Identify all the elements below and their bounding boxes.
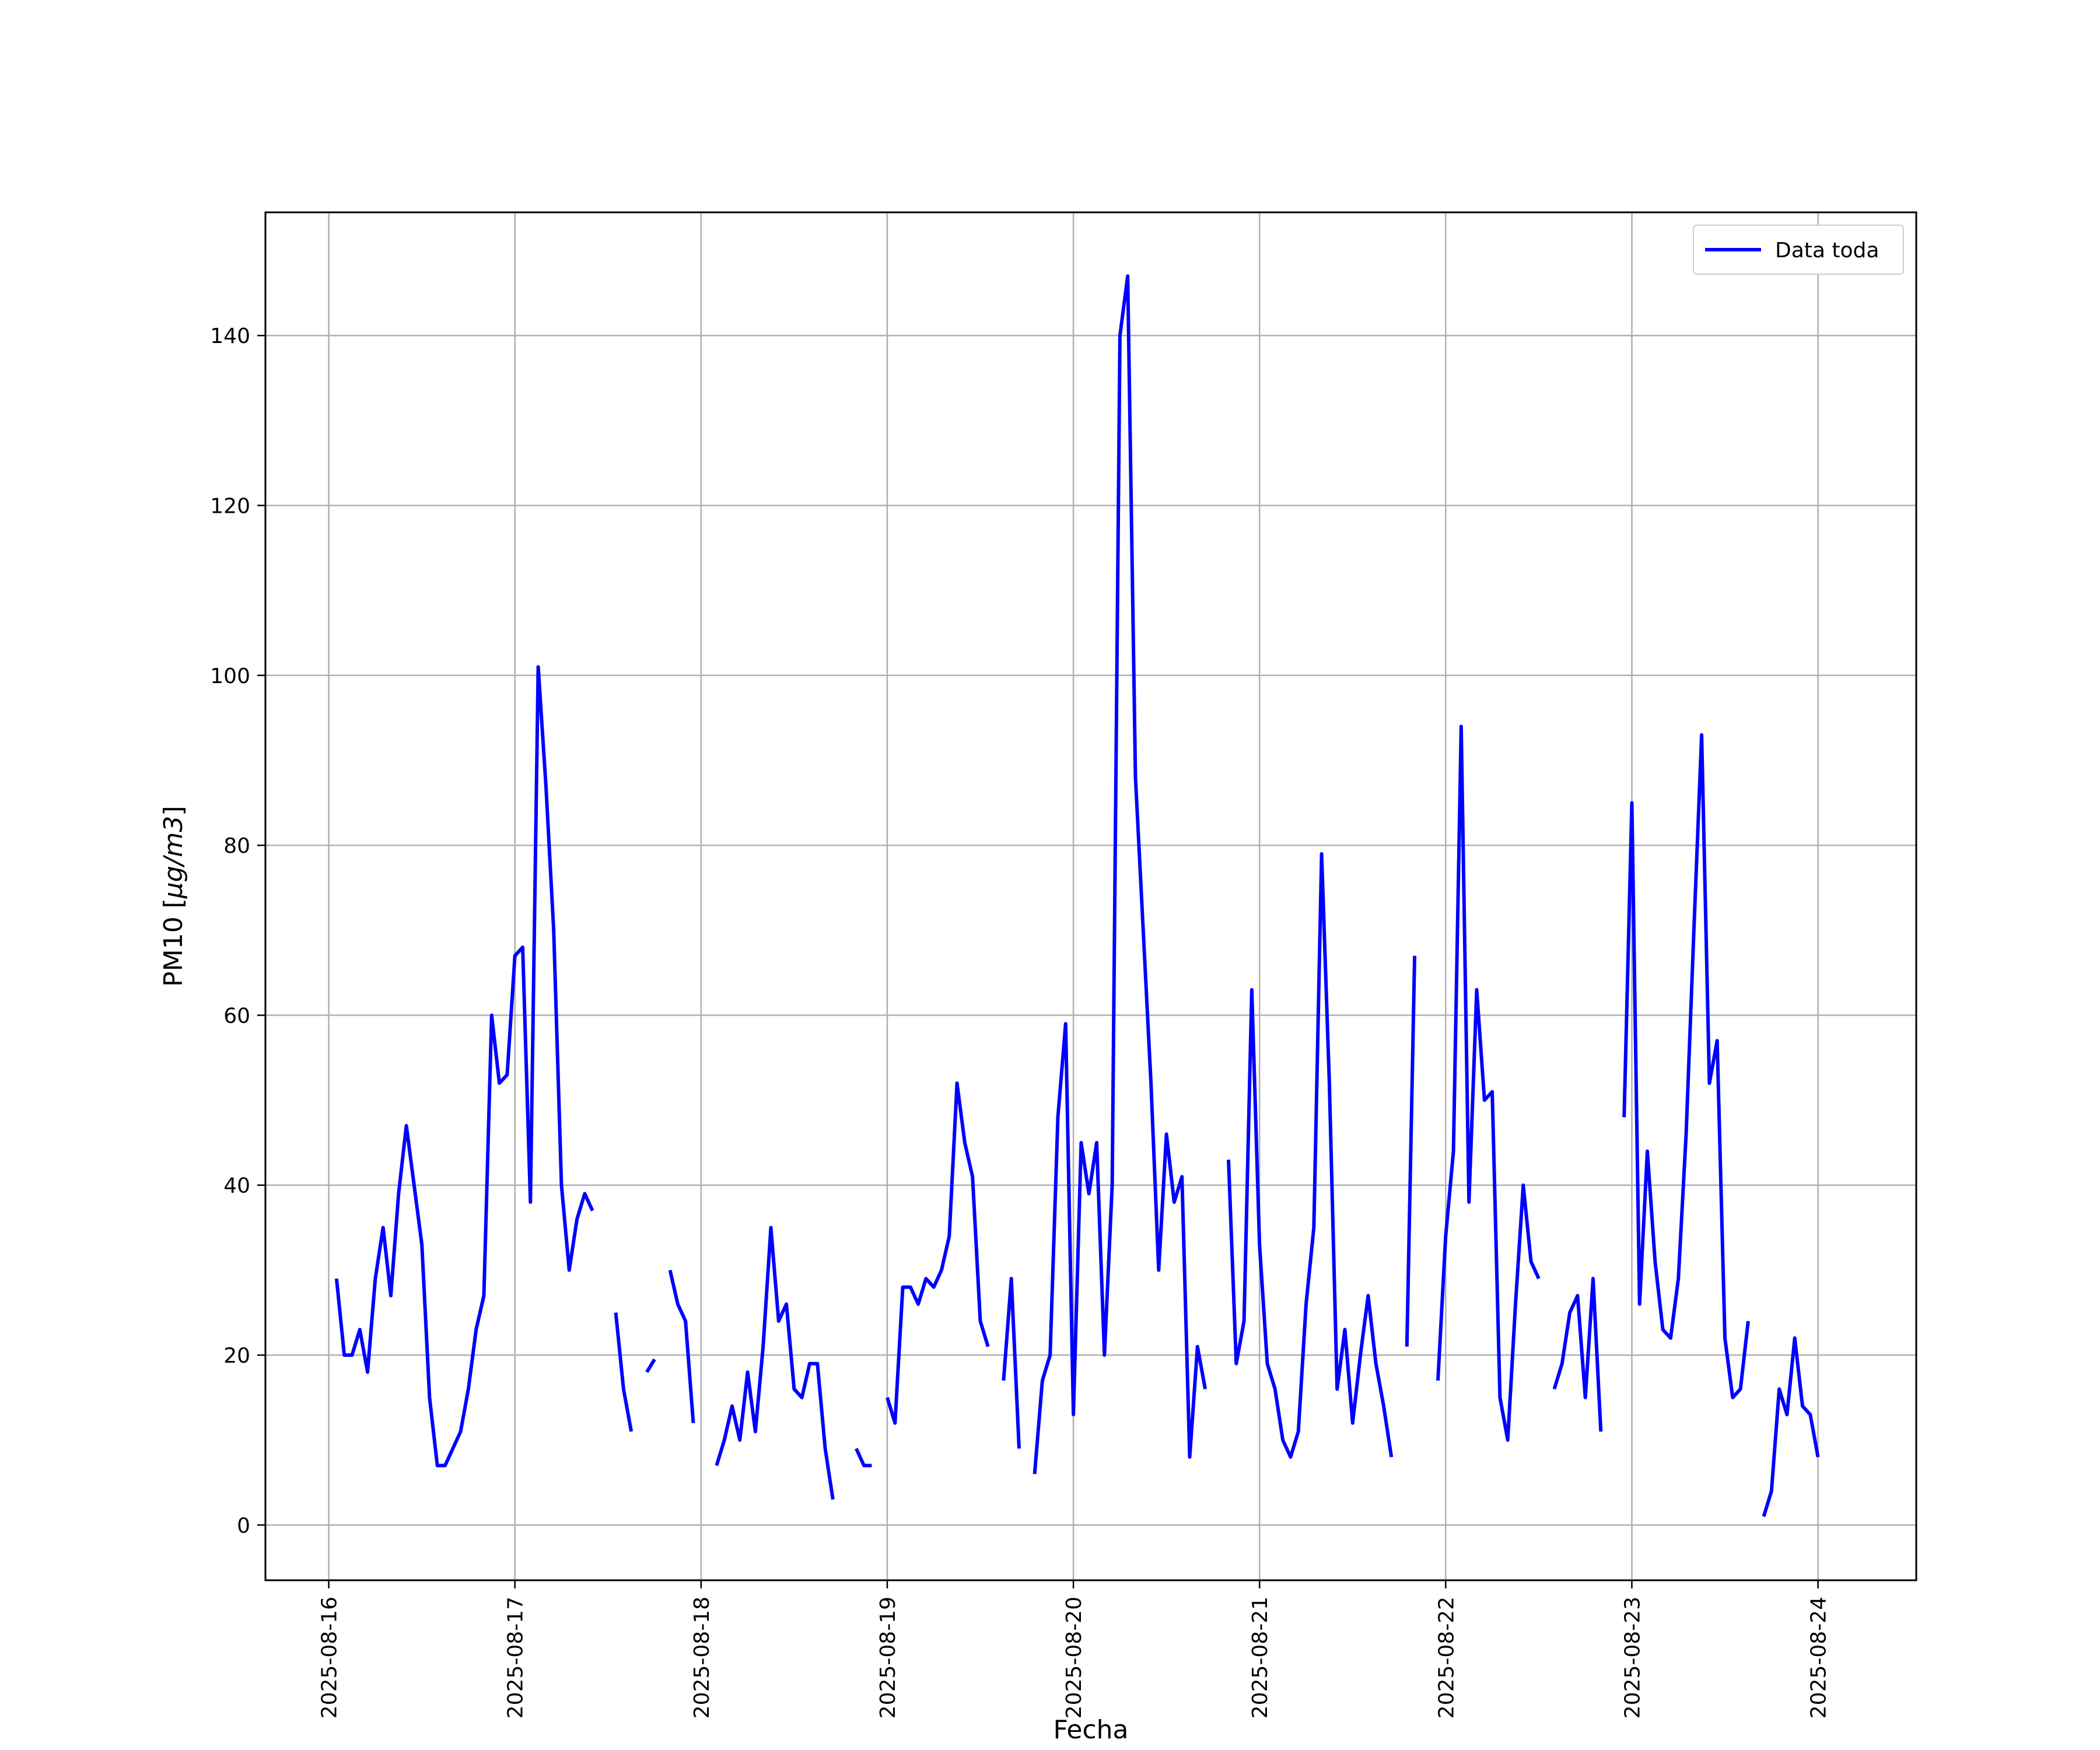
- y-axis-label-suffix: ]: [159, 806, 188, 816]
- y-tick-label: 100: [210, 664, 250, 688]
- x-tick-label: 2025-08-21: [1248, 1597, 1272, 1718]
- x-tick-label: 2025-08-17: [504, 1597, 528, 1718]
- y-tick-label: 120: [210, 495, 250, 519]
- legend-label: Data toda: [1775, 239, 1879, 262]
- series-line-segment: [1622, 733, 1750, 1399]
- x-tick-label: 2025-08-18: [690, 1597, 714, 1718]
- grid-lines: [265, 212, 1916, 1580]
- x-tick-label: 2025-08-24: [1807, 1597, 1831, 1718]
- series-line-segment: [1032, 274, 1208, 1475]
- series-line-segment: [1405, 956, 1417, 1347]
- legend: Data toda: [1693, 225, 1904, 275]
- series-line-segment: [1436, 724, 1541, 1442]
- series-line-segment: [1762, 1336, 1820, 1517]
- x-axis-ticks: 2025-08-16 2025-08-17 2025-08-18 2025-08-19…: [318, 1580, 1831, 1718]
- series-line-segment: [645, 1358, 656, 1373]
- series-line-segment: [668, 1269, 695, 1423]
- x-tick-label: 2025-08-23: [1620, 1597, 1644, 1718]
- series-line-segment: [715, 1226, 835, 1500]
- series-line-segment: [1002, 1276, 1021, 1449]
- x-tick-label: 2025-08-20: [1062, 1597, 1086, 1718]
- y-axis-label-prefix: PM10 [: [159, 898, 188, 987]
- series-line-segment: [614, 1312, 634, 1432]
- y-axis-ticks: 0 20 40 60 80 100 120 140: [210, 324, 265, 1538]
- x-tick-label: 2025-08-22: [1434, 1597, 1458, 1718]
- y-tick-label: 80: [223, 834, 250, 858]
- series-line-segment: [1552, 1276, 1603, 1432]
- y-axis-label-unit: μg/m3: [159, 816, 188, 899]
- y-tick-label: 0: [237, 1514, 250, 1538]
- y-axis-label: PM10 [μg/m3]: [159, 806, 188, 986]
- y-tick-label: 60: [223, 1004, 250, 1028]
- y-tick-label: 140: [210, 324, 250, 348]
- x-axis-label: Fecha: [1053, 1715, 1128, 1745]
- x-tick-label: 2025-08-16: [318, 1597, 342, 1718]
- series-line-segment: [334, 665, 594, 1468]
- legend-box: [1693, 225, 1904, 275]
- series-line-segment: [1227, 852, 1394, 1459]
- series-line-segment: [886, 1081, 990, 1425]
- series-data-toda: [334, 274, 1820, 1517]
- plot-frame: [264, 211, 1917, 1581]
- series-line-segment: [855, 1447, 872, 1468]
- plot-area: [265, 212, 1916, 1580]
- y-tick-label: 20: [223, 1344, 250, 1368]
- y-tick-label: 40: [223, 1174, 250, 1198]
- x-tick-label: 2025-08-19: [876, 1597, 900, 1718]
